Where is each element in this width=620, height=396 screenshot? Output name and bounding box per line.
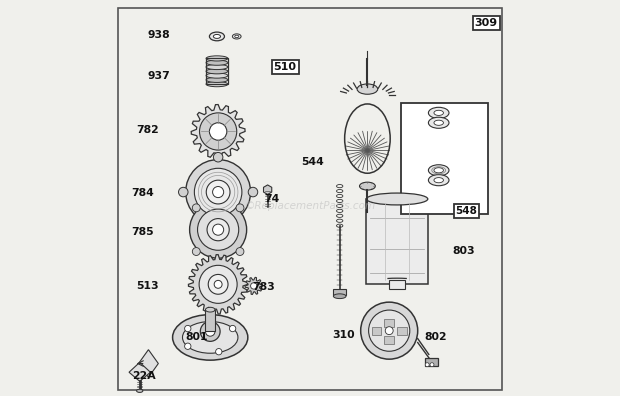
Text: 22A: 22A	[132, 371, 156, 381]
Ellipse shape	[428, 117, 449, 128]
Ellipse shape	[210, 32, 224, 41]
Ellipse shape	[172, 314, 248, 360]
Ellipse shape	[206, 69, 228, 74]
Text: 783: 783	[252, 282, 275, 292]
Bar	[206, 58, 228, 84]
Circle shape	[190, 201, 247, 258]
Circle shape	[198, 209, 239, 250]
Ellipse shape	[206, 65, 228, 70]
Polygon shape	[245, 277, 262, 295]
Bar	[372, 327, 381, 335]
Text: 782: 782	[136, 125, 159, 135]
Ellipse shape	[235, 35, 239, 38]
Bar	[334, 289, 346, 295]
Circle shape	[229, 326, 236, 332]
Text: 937: 937	[148, 71, 171, 81]
Text: 803: 803	[453, 246, 475, 257]
Ellipse shape	[205, 307, 215, 312]
Circle shape	[210, 123, 227, 140]
Polygon shape	[264, 185, 272, 194]
Circle shape	[250, 283, 257, 289]
Text: 802: 802	[425, 332, 448, 343]
Circle shape	[205, 327, 215, 336]
Circle shape	[185, 160, 250, 225]
Ellipse shape	[434, 120, 443, 126]
Circle shape	[248, 187, 258, 197]
Ellipse shape	[357, 84, 378, 94]
Circle shape	[236, 248, 244, 255]
Ellipse shape	[206, 77, 228, 82]
Text: 544: 544	[301, 157, 324, 168]
Polygon shape	[191, 105, 245, 158]
Text: 938: 938	[148, 30, 171, 40]
Circle shape	[369, 310, 410, 351]
Circle shape	[425, 363, 429, 367]
Bar	[366, 199, 428, 284]
Text: ©ReplacementParts.com: ©ReplacementParts.com	[244, 201, 376, 211]
Ellipse shape	[206, 60, 228, 65]
Ellipse shape	[434, 110, 443, 116]
Ellipse shape	[434, 177, 443, 183]
Circle shape	[430, 363, 434, 367]
Ellipse shape	[428, 165, 449, 176]
Text: 310: 310	[332, 329, 355, 340]
Bar	[205, 310, 215, 331]
Circle shape	[216, 348, 222, 355]
Ellipse shape	[434, 168, 443, 173]
Ellipse shape	[232, 34, 241, 39]
Circle shape	[213, 187, 224, 198]
Ellipse shape	[206, 82, 228, 87]
Circle shape	[185, 326, 191, 332]
Circle shape	[236, 204, 244, 212]
Circle shape	[200, 113, 237, 150]
Bar	[314, 99, 500, 388]
Circle shape	[194, 168, 242, 216]
Circle shape	[213, 152, 223, 162]
Circle shape	[185, 343, 191, 349]
Bar	[425, 358, 438, 366]
Ellipse shape	[428, 107, 449, 118]
Ellipse shape	[136, 389, 143, 392]
Circle shape	[213, 222, 223, 232]
Circle shape	[385, 327, 393, 335]
Polygon shape	[129, 362, 151, 381]
Ellipse shape	[360, 182, 375, 190]
Circle shape	[213, 224, 224, 235]
Circle shape	[207, 219, 229, 241]
Ellipse shape	[206, 56, 228, 61]
Text: 309: 309	[475, 18, 498, 29]
Bar	[384, 336, 394, 344]
Text: 785: 785	[131, 227, 154, 238]
Polygon shape	[188, 255, 248, 314]
Bar	[401, 103, 488, 214]
Ellipse shape	[334, 294, 346, 299]
Circle shape	[200, 322, 220, 341]
Circle shape	[192, 204, 200, 212]
Circle shape	[199, 265, 237, 303]
Bar	[384, 319, 394, 327]
Ellipse shape	[213, 34, 221, 38]
Circle shape	[208, 274, 228, 294]
Ellipse shape	[366, 193, 428, 205]
Ellipse shape	[206, 73, 228, 78]
Text: 784: 784	[131, 188, 154, 198]
Text: 510: 510	[273, 61, 296, 72]
Polygon shape	[138, 350, 158, 377]
Bar	[389, 280, 405, 289]
Bar	[397, 327, 407, 335]
Circle shape	[179, 187, 188, 197]
Bar	[148, 59, 294, 348]
Circle shape	[361, 302, 418, 359]
Circle shape	[206, 180, 230, 204]
Circle shape	[214, 280, 222, 288]
Circle shape	[192, 248, 200, 255]
Text: 548: 548	[456, 206, 477, 216]
Ellipse shape	[182, 322, 238, 353]
Ellipse shape	[428, 175, 449, 186]
Text: 513: 513	[136, 281, 159, 291]
Text: 801: 801	[185, 332, 208, 343]
Text: 74: 74	[265, 194, 280, 204]
